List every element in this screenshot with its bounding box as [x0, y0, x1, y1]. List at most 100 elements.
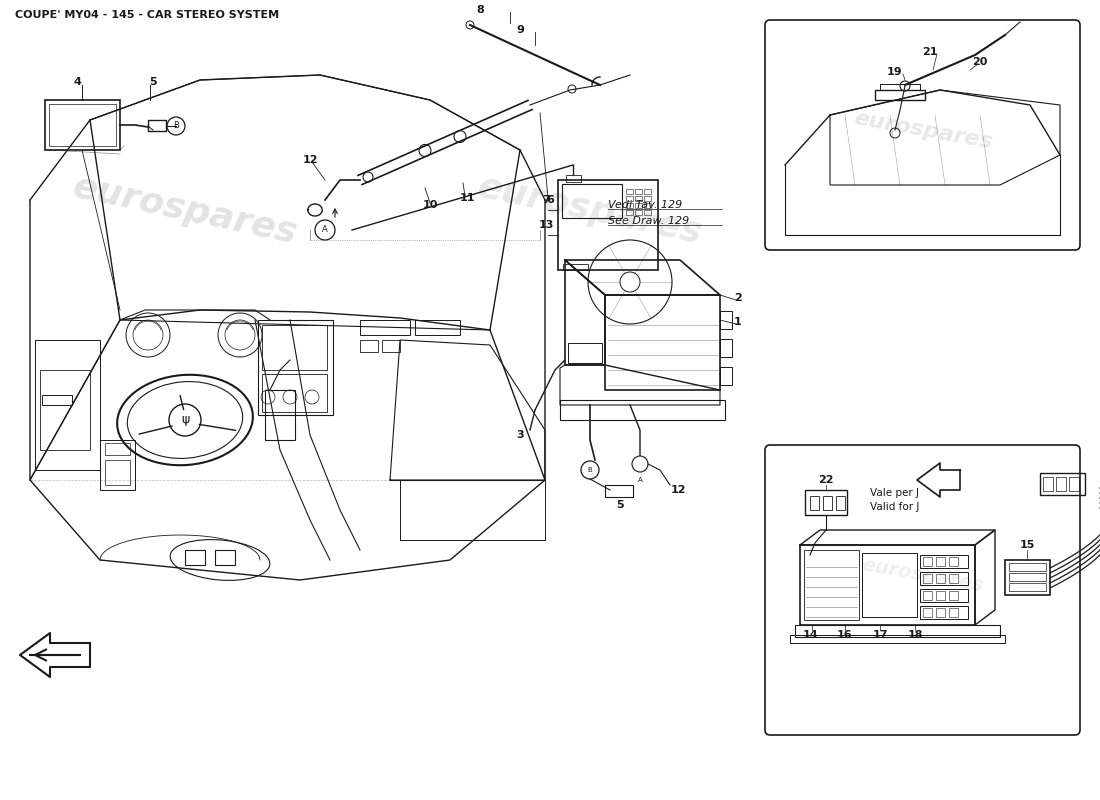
Bar	[148, 120, 166, 131]
Bar	[1009, 583, 1046, 591]
Bar	[862, 553, 917, 617]
FancyBboxPatch shape	[764, 20, 1080, 250]
Text: 11: 11	[460, 193, 475, 203]
Bar	[50, 104, 116, 146]
Bar	[563, 264, 589, 270]
Bar	[1040, 473, 1085, 495]
Bar	[644, 210, 651, 215]
Text: 18: 18	[908, 630, 923, 640]
Bar	[949, 574, 958, 583]
Bar	[635, 203, 642, 208]
Text: A: A	[638, 477, 642, 483]
Bar	[635, 189, 642, 194]
Bar	[100, 440, 135, 490]
Bar	[560, 400, 725, 420]
Bar	[1005, 560, 1050, 595]
Bar	[644, 203, 651, 208]
Bar	[626, 189, 632, 194]
Text: 12: 12	[302, 155, 318, 165]
Bar	[626, 203, 632, 208]
Bar	[360, 340, 378, 352]
Bar	[936, 557, 945, 566]
Bar	[185, 550, 205, 565]
Bar	[805, 490, 847, 515]
Text: 17: 17	[872, 630, 888, 640]
Bar	[35, 340, 100, 470]
Bar	[562, 184, 622, 218]
Bar	[262, 374, 327, 412]
Bar	[923, 608, 932, 617]
Text: COUPE' MY04 - 145 - CAR STEREO SYSTEM: COUPE' MY04 - 145 - CAR STEREO SYSTEM	[15, 10, 279, 20]
Bar	[42, 395, 72, 405]
FancyBboxPatch shape	[764, 445, 1080, 735]
Bar	[920, 572, 968, 585]
Text: 7: 7	[542, 195, 550, 205]
Bar	[40, 370, 90, 450]
Text: 2: 2	[734, 293, 741, 303]
Text: A: A	[322, 226, 328, 234]
Text: 19: 19	[888, 67, 903, 77]
Text: 8: 8	[476, 5, 484, 15]
Bar	[874, 90, 925, 100]
Text: 10: 10	[422, 200, 438, 210]
Bar	[566, 175, 581, 182]
Bar	[644, 196, 651, 201]
Bar	[920, 606, 968, 619]
Bar	[720, 311, 732, 329]
Bar	[720, 339, 732, 357]
Bar	[936, 608, 945, 617]
Bar	[262, 325, 327, 370]
Bar	[104, 443, 130, 455]
Text: 16: 16	[837, 630, 852, 640]
Bar	[1043, 477, 1053, 491]
Bar	[936, 591, 945, 600]
Bar	[810, 496, 820, 510]
Text: Valid for J: Valid for J	[870, 502, 920, 512]
Bar	[626, 210, 632, 215]
Text: eurospares: eurospares	[475, 170, 705, 250]
Text: Vedi Tav. 129: Vedi Tav. 129	[608, 200, 682, 210]
Text: Vale per J: Vale per J	[870, 488, 918, 498]
Text: 22: 22	[818, 475, 834, 485]
Bar	[258, 320, 333, 415]
Bar	[1009, 563, 1046, 571]
Bar	[923, 574, 932, 583]
Bar	[836, 496, 845, 510]
Bar	[800, 545, 975, 625]
Text: 4: 4	[73, 77, 81, 87]
Bar	[568, 343, 602, 363]
Bar	[920, 589, 968, 602]
Text: 6: 6	[546, 195, 554, 205]
Text: 9: 9	[516, 25, 524, 35]
Text: 3: 3	[516, 430, 524, 440]
Bar	[1056, 477, 1066, 491]
Bar	[1069, 477, 1079, 491]
Text: eurospares: eurospares	[860, 555, 986, 595]
Bar	[720, 367, 732, 385]
Bar	[558, 180, 658, 270]
Bar	[265, 390, 295, 440]
Text: 20: 20	[972, 57, 988, 67]
Bar	[635, 210, 642, 215]
Bar	[823, 496, 832, 510]
Bar	[923, 591, 932, 600]
Text: 14: 14	[802, 630, 817, 640]
Text: 21: 21	[922, 47, 937, 57]
Text: 15: 15	[1020, 540, 1035, 550]
Text: eurospares: eurospares	[852, 108, 994, 152]
Bar	[415, 320, 460, 335]
Bar	[949, 591, 958, 600]
Text: eurospares: eurospares	[69, 170, 300, 250]
Bar	[923, 557, 932, 566]
Text: 5: 5	[616, 500, 624, 510]
Text: 5: 5	[150, 77, 157, 87]
Text: 12: 12	[670, 485, 685, 495]
Bar	[949, 557, 958, 566]
Bar	[880, 84, 920, 90]
Bar	[214, 550, 235, 565]
Bar	[45, 100, 120, 150]
Text: 13: 13	[538, 220, 553, 230]
Bar	[360, 320, 410, 335]
Bar	[1009, 573, 1046, 581]
Text: ψ: ψ	[180, 414, 189, 426]
